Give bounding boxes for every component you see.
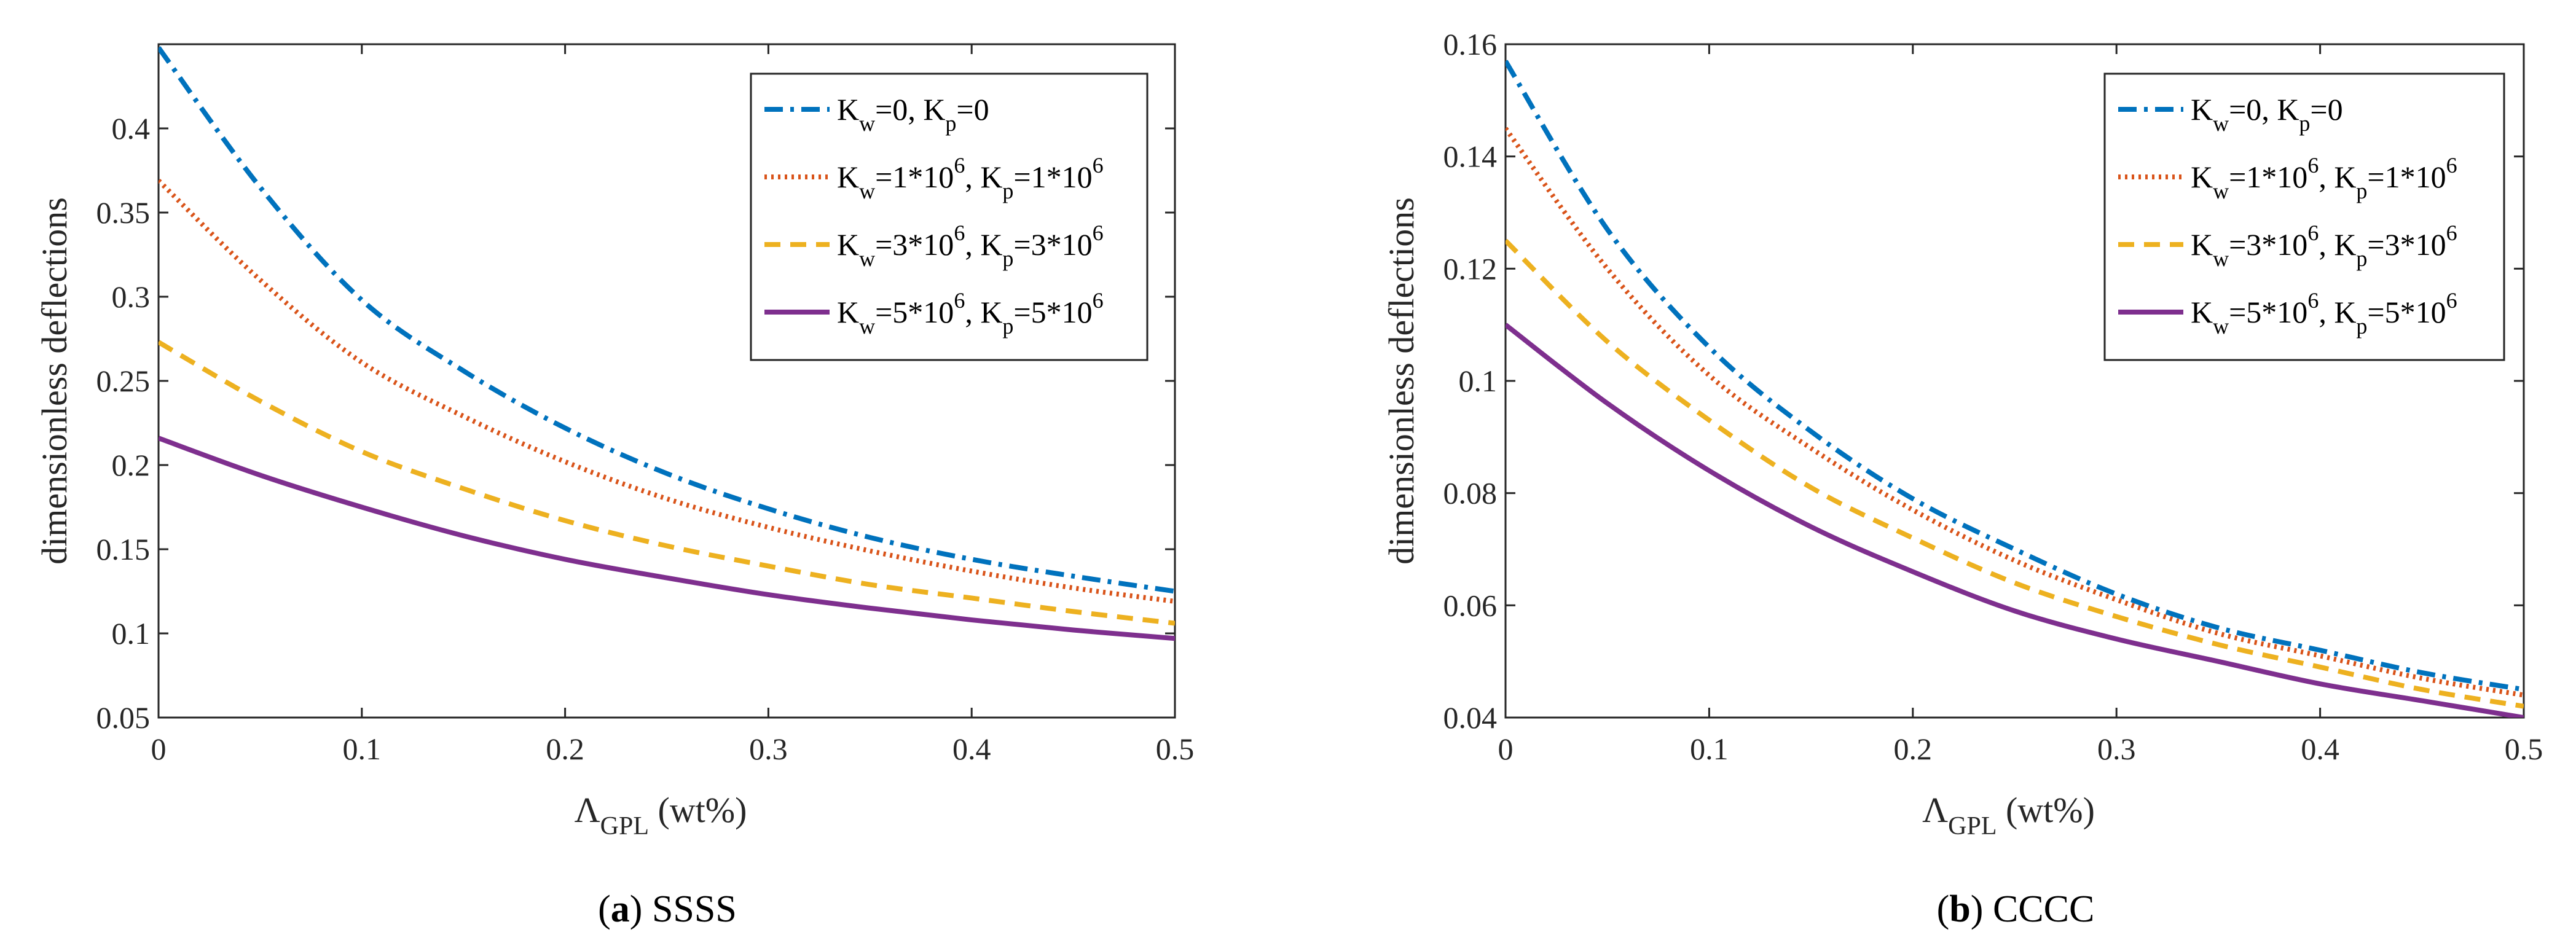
y-tick-label: 0.12 bbox=[1443, 251, 1498, 286]
legend-entry: Kw=5*106, Kp=5*106 bbox=[2191, 288, 2457, 339]
series-line-2 bbox=[1506, 238, 2524, 709]
y-tick-label: 0.06 bbox=[1443, 588, 1498, 622]
legend-entry: Kw=3*106, Kp=3*106 bbox=[2191, 221, 2457, 271]
panel-b-cccc: 0 0.1 0.2 0.3 0.4 0.5 0.04 0.06 0.08 0.1 0.12 0.14 0… bbox=[1381, 27, 2543, 930]
series-group bbox=[159, 46, 1175, 641]
y-tick-label: 0.3 bbox=[112, 280, 151, 314]
series-line-0 bbox=[159, 46, 1175, 594]
panel-caption: (b) CCCC bbox=[1937, 888, 2095, 930]
y-tick-label: 0.1 bbox=[1459, 364, 1498, 398]
y-tick-label: 0.35 bbox=[96, 195, 151, 230]
series-line-2 bbox=[159, 340, 1175, 626]
x-axis-label: ΛGPL (wt%) bbox=[1922, 790, 2095, 840]
series-line-3 bbox=[1506, 323, 2524, 718]
x-tick-label: 0.5 bbox=[2505, 732, 2543, 766]
y-tick-label: 0.15 bbox=[96, 532, 151, 566]
y-tick-label: 0.16 bbox=[1443, 27, 1498, 61]
y-tick-label: 0.1 bbox=[112, 616, 151, 651]
x-tick-label: 0 bbox=[1498, 732, 1514, 766]
y-tick-label: 0.04 bbox=[1443, 700, 1498, 735]
y-tick-label: 0.4 bbox=[112, 111, 151, 146]
legend-entry: Kw=0, Kp=0 bbox=[2191, 92, 2343, 136]
legend-entry: Kw=1*106, Kp=1*106 bbox=[837, 153, 1104, 203]
x-tick-label: 0 bbox=[151, 732, 167, 766]
y-tick-label: 0.25 bbox=[96, 364, 151, 398]
x-axis-label: ΛGPL (wt%) bbox=[575, 790, 747, 840]
x-tick-label: 0.5 bbox=[1156, 732, 1195, 766]
x-tick-label: 0.2 bbox=[1894, 732, 1933, 766]
panel-a-sssss: 0 0.1 0.2 0.3 0.4 0.5 0.05 0.1 0.15 0.2 0.25 0.3 0.3… bbox=[34, 43, 1195, 930]
x-tick-label: 0.4 bbox=[2301, 732, 2339, 766]
y-tick-label: 0.08 bbox=[1443, 476, 1498, 511]
y-tick-label: 0.05 bbox=[96, 700, 151, 735]
series-line-1 bbox=[1506, 127, 2524, 698]
x-tick-label: 0.4 bbox=[952, 732, 991, 766]
x-tick-label: 0.2 bbox=[546, 732, 584, 766]
series-group bbox=[1506, 60, 2524, 718]
legend-entry: Kw=3*106, Kp=3*106 bbox=[837, 221, 1104, 271]
series-line-1 bbox=[159, 179, 1175, 604]
panel-caption: (a) SSSS bbox=[598, 888, 737, 930]
x-tick-label: 0.3 bbox=[749, 732, 788, 766]
legend-entry: Kw=5*106, Kp=5*106 bbox=[837, 288, 1104, 339]
y-tick-label: 0.2 bbox=[112, 448, 151, 482]
x-tick-label: 0.1 bbox=[1690, 732, 1729, 766]
y-tick-label: 0.14 bbox=[1443, 139, 1498, 174]
legend-entry: Kw=0, Kp=0 bbox=[837, 92, 989, 136]
y-axis-label: dimensionless deflections bbox=[1381, 197, 1421, 565]
legend-entry: Kw=1*106, Kp=1*106 bbox=[2191, 153, 2457, 203]
series-line-0 bbox=[1506, 60, 2524, 692]
series-line-3 bbox=[159, 436, 1175, 641]
x-tick-label: 0.3 bbox=[2097, 732, 2136, 766]
y-axis-label: dimensionless deflections bbox=[34, 197, 74, 565]
x-tick-label: 0.1 bbox=[343, 732, 382, 766]
